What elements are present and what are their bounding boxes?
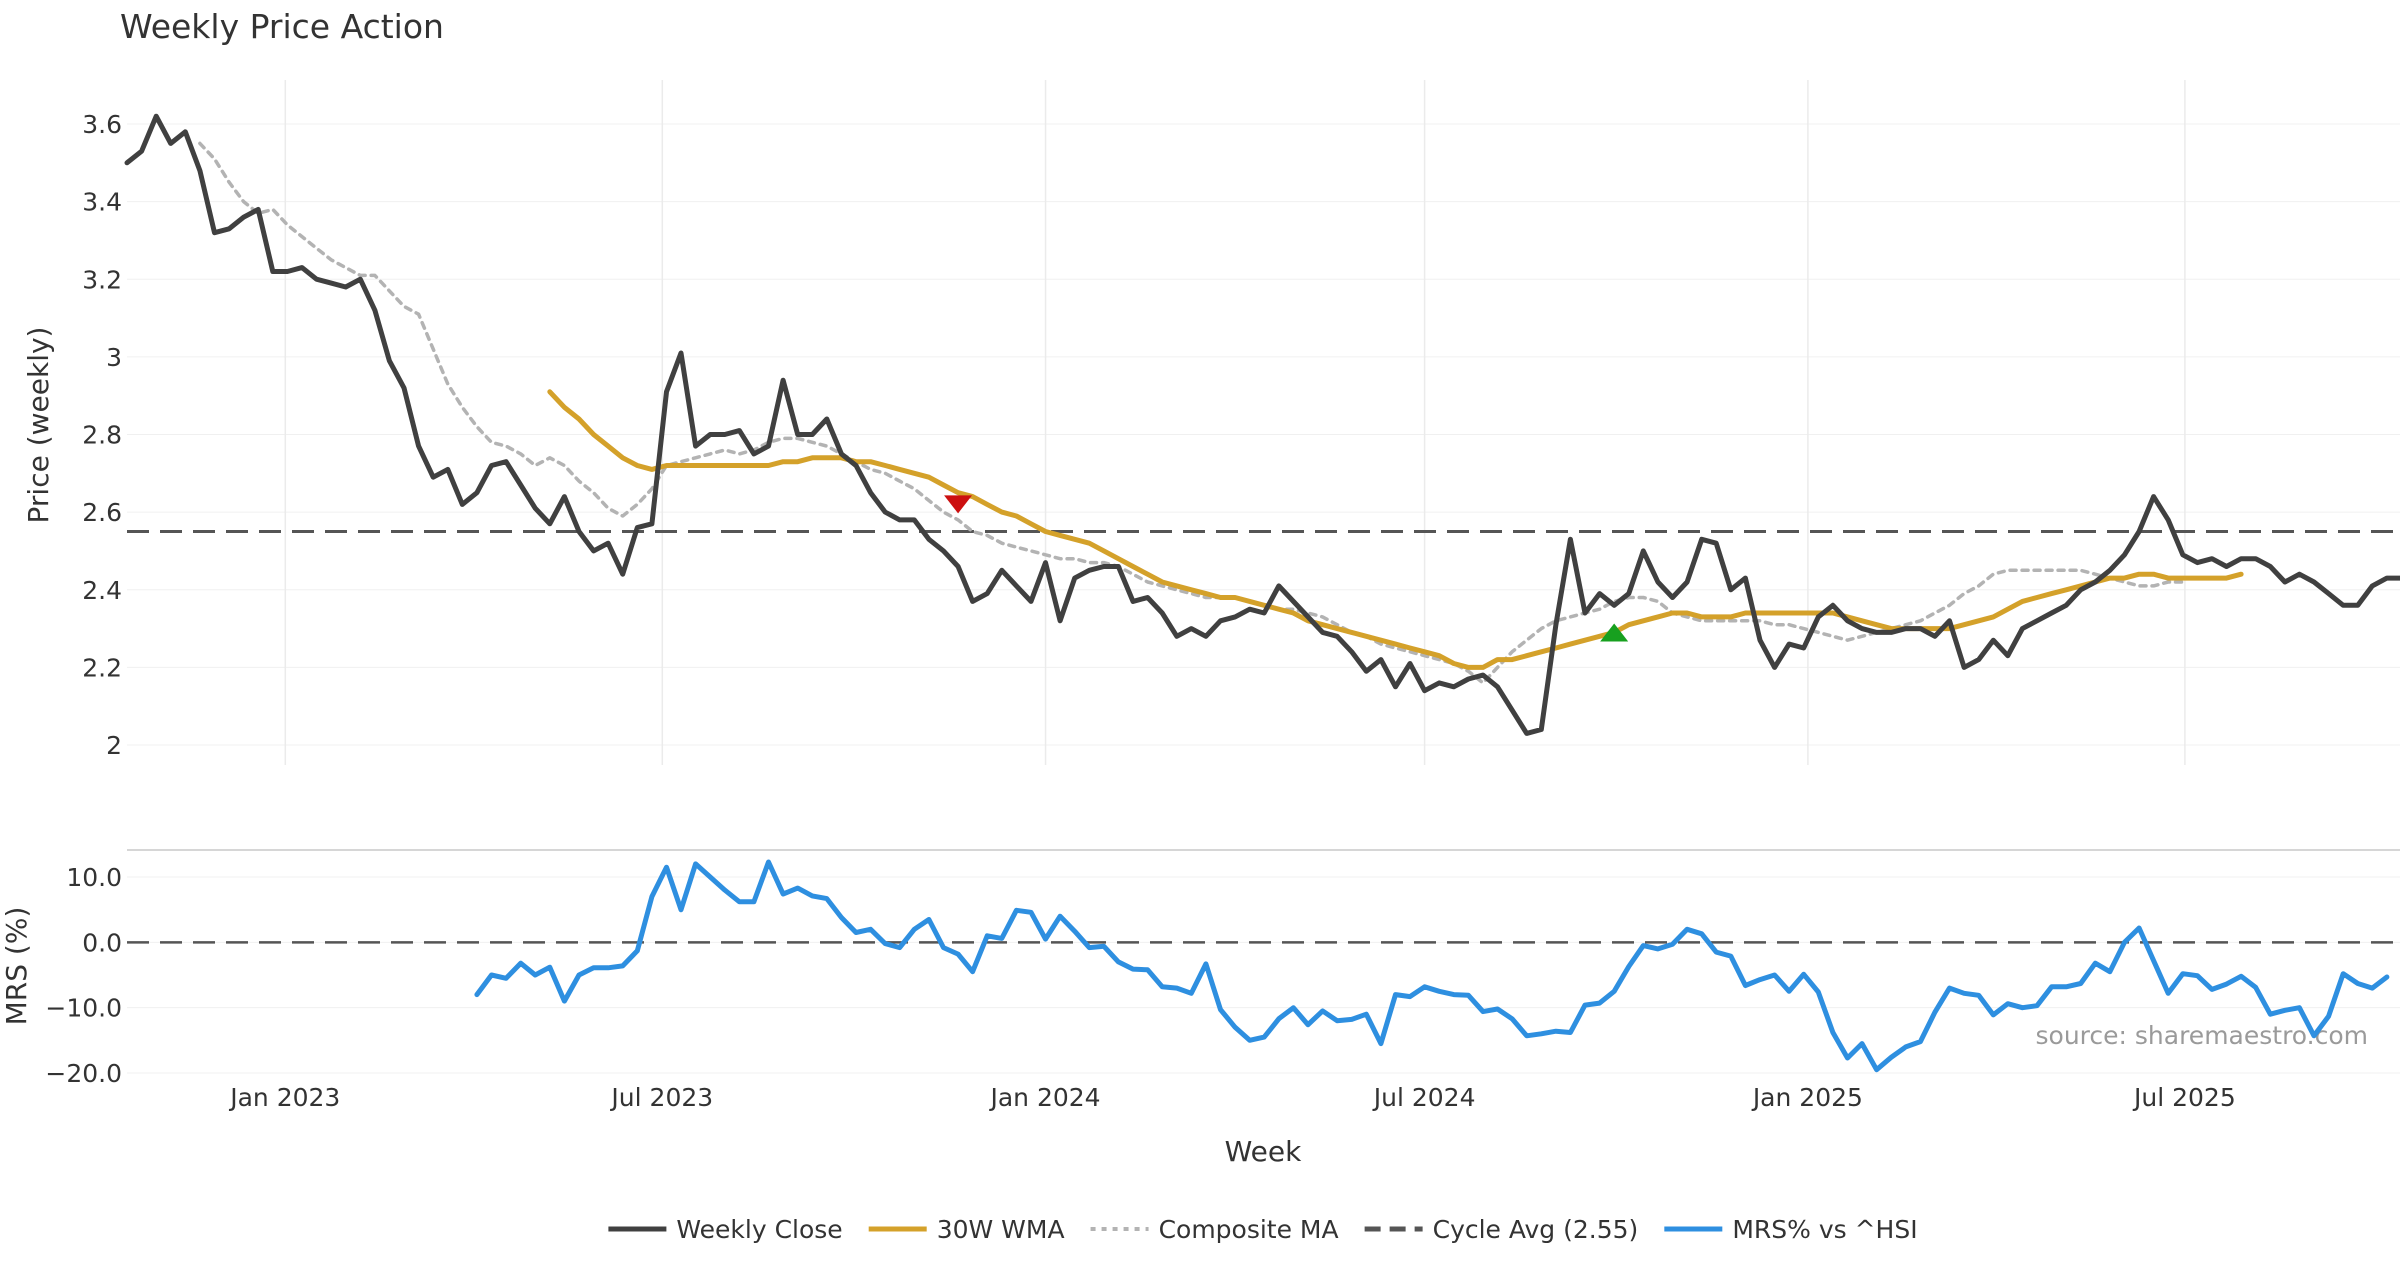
x-tick-label: Jan 2023 (228, 1083, 340, 1112)
price-y-ticks: 2 2.2 2.4 2.6 2.8 3 3.2 3.4 3.6 (82, 110, 122, 760)
mrs-line (474, 859, 2390, 1073)
price-y-tick-label: 2.6 (82, 498, 122, 527)
mrs-y-tick-label: 0.0 (82, 928, 122, 957)
mrs-y-ticks: −20.0 −10.0 0.0 10.0 (45, 863, 122, 1088)
price-y-tick-label: 2.4 (82, 576, 122, 605)
legend-label: Weekly Close (676, 1215, 842, 1244)
composite-ma-line (198, 141, 2185, 685)
legend-label: Composite MA (1159, 1215, 1339, 1244)
sell-signal-marker (944, 495, 973, 514)
price-y-tick-label: 3.2 (82, 265, 122, 294)
price-chart-title: Weekly Price Action (120, 7, 444, 46)
mrs-y-tick-label: −20.0 (45, 1059, 122, 1088)
buy-signal-marker (1600, 623, 1629, 642)
price-y-tick-label: 3 (106, 343, 122, 372)
weekly-close-line (124, 113, 2400, 736)
x-tick-label: Jul 2023 (609, 1083, 713, 1112)
mrs-y-axis-label: MRS (%) (0, 907, 33, 1026)
price-y-axis-label: Price (weekly) (22, 327, 55, 524)
price-y-tick-label: 3.6 (82, 110, 122, 139)
price-y-tick-label: 2 (106, 731, 122, 760)
x-ticks: Jan 2023 Jul 2023 Jan 2024 Jul 2024 Jan 2025… (228, 1083, 2236, 1112)
legend-label: Cycle Avg (2.55) (1433, 1215, 1639, 1244)
legend-label: MRS% vs ^HSI (1732, 1215, 1917, 1244)
price-y-tick-label: 2.2 (82, 653, 122, 682)
legend-label: 30W WMA (937, 1215, 1065, 1244)
wma-30w-line (547, 389, 2244, 670)
source-annotation: source: sharemaestro.com (2036, 1021, 2369, 1050)
x-tick-label: Jul 2025 (2132, 1083, 2236, 1112)
mrs-y-tick-label: −10.0 (45, 994, 122, 1023)
chart-legend: Weekly Close 30W WMA Composite MA Cycle Avg… (608, 1215, 1918, 1244)
mrs-series-group (474, 859, 2390, 1073)
price-y-tick-label: 3.4 (82, 188, 122, 217)
price-series-group (124, 113, 2400, 736)
x-tick-label: Jul 2024 (1372, 1083, 1476, 1112)
price-y-tick-label: 2.8 (82, 421, 122, 450)
price-grid (127, 80, 2400, 765)
mrs-y-tick-label: 10.0 (66, 863, 122, 892)
x-tick-label: Jan 2024 (988, 1083, 1100, 1112)
x-tick-label: Jan 2025 (1751, 1083, 1863, 1112)
signal-markers-group (944, 495, 1629, 642)
x-axis-label: Week (1225, 1135, 1302, 1168)
